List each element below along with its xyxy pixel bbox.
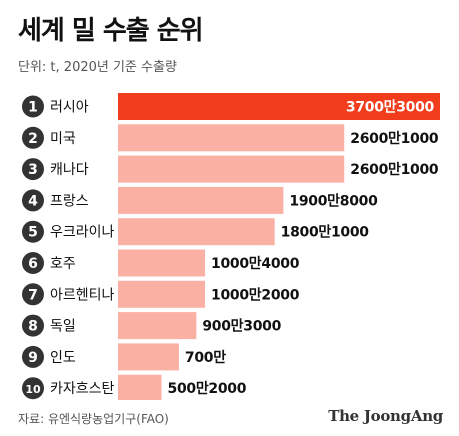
value-label: 900만3000 [202, 319, 281, 335]
rank-badge [22, 95, 44, 118]
category-label: 미국 [50, 131, 76, 147]
bar [118, 312, 197, 340]
rank-number: 8 [28, 319, 38, 335]
bar [118, 93, 440, 120]
rank-badge [22, 283, 44, 306]
bar-chart: 1 러시아 3700만3000 2 미국 2600만1000 3 캐나다 2600만1000 4 프… [22, 93, 440, 400]
value-label: 1000만2000 [211, 287, 300, 303]
category-label: 캐나다 [50, 162, 89, 178]
category-label: 독일 [50, 319, 76, 335]
rank-badge [22, 377, 44, 400]
value-label: 1800만1000 [281, 225, 370, 241]
value-label: 1900만8000 [289, 193, 378, 209]
rank-badge [22, 314, 44, 337]
source-note: 자료: 유엔식량농업기구(FAO) [18, 412, 169, 426]
rank-badge [22, 126, 44, 149]
bar [118, 343, 179, 371]
bar [118, 124, 345, 152]
value-label: 1000만4000 [211, 256, 300, 272]
rank-badge [22, 189, 44, 212]
bar [118, 280, 206, 308]
value-label: 700만 [185, 350, 226, 366]
rank-badge [22, 158, 44, 181]
chart-title: 세계 밀 수출 순위 [18, 16, 204, 46]
rank-number: 9 [28, 350, 38, 366]
chart-subtitle: 단위: t, 2020년 기준 수출량 [18, 60, 177, 75]
rank-badge [22, 345, 44, 368]
category-label: 호주 [50, 256, 76, 272]
rank-badge [22, 252, 44, 274]
bar [118, 374, 162, 400]
rank-number: 5 [28, 225, 38, 241]
bar [118, 186, 284, 214]
category-label: 우크라이나 [50, 225, 115, 241]
value-label: 2600만1000 [350, 162, 439, 178]
rank-number: 6 [28, 256, 38, 272]
bar [118, 155, 345, 183]
value-label: 3700만3000 [346, 100, 435, 116]
rank-number: 1 [28, 100, 38, 116]
category-label: 카자흐스탄 [50, 381, 115, 397]
rank-number: 7 [28, 287, 38, 303]
category-label: 인도 [50, 350, 76, 366]
category-label: 러시아 [50, 100, 89, 116]
rank-number: 3 [28, 162, 38, 178]
rank-badge [22, 220, 44, 243]
brand-logo: The JoongAng [328, 407, 443, 425]
rank-number: 10 [25, 383, 41, 396]
rank-number: 2 [28, 131, 38, 147]
bar [118, 249, 206, 277]
rank-number: 4 [28, 193, 38, 209]
category-label: 아르헨티나 [50, 287, 115, 303]
value-label: 2600만1000 [350, 131, 439, 147]
bar [118, 218, 275, 246]
category-label: 프랑스 [50, 193, 89, 209]
value-label: 500만2000 [168, 381, 247, 397]
